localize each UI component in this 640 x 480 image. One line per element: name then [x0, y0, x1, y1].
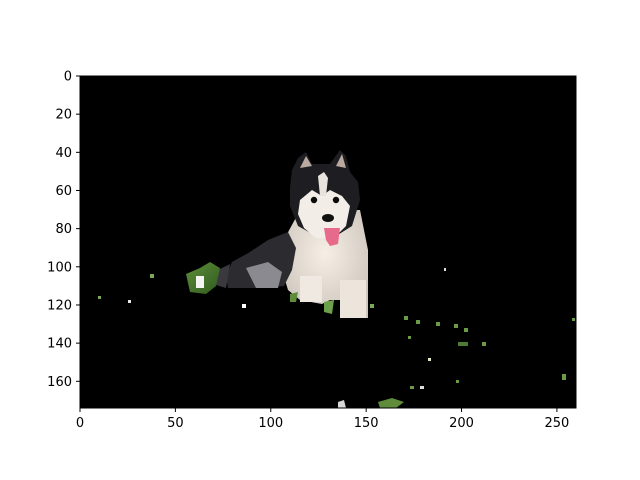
x-tick-label: 200 [449, 416, 474, 431]
puppy-image [98, 150, 575, 408]
y-tick-label: 40 [55, 146, 72, 161]
y-tick-label: 100 [47, 260, 72, 275]
x-tick-label: 100 [258, 416, 283, 431]
axes-frame [79, 75, 577, 409]
y-tick-label: 120 [47, 298, 72, 313]
plot-area [79, 75, 577, 409]
y-tick-label: 80 [55, 222, 72, 237]
y-tick-label: 0 [64, 70, 72, 85]
y-tick-label: 60 [55, 184, 72, 199]
x-axis: 0 50 100 150 200 250 [76, 408, 569, 431]
x-tick-label: 150 [354, 416, 379, 431]
y-tick-label: 140 [47, 337, 72, 352]
y-tick-label: 20 [55, 108, 72, 123]
x-tick-label: 0 [76, 416, 84, 431]
x-tick-label: 50 [167, 416, 184, 431]
x-tick-label: 250 [545, 416, 570, 431]
y-tick-label: 160 [47, 375, 72, 390]
y-axis: 0 20 40 60 80 100 120 140 160 [47, 70, 80, 390]
